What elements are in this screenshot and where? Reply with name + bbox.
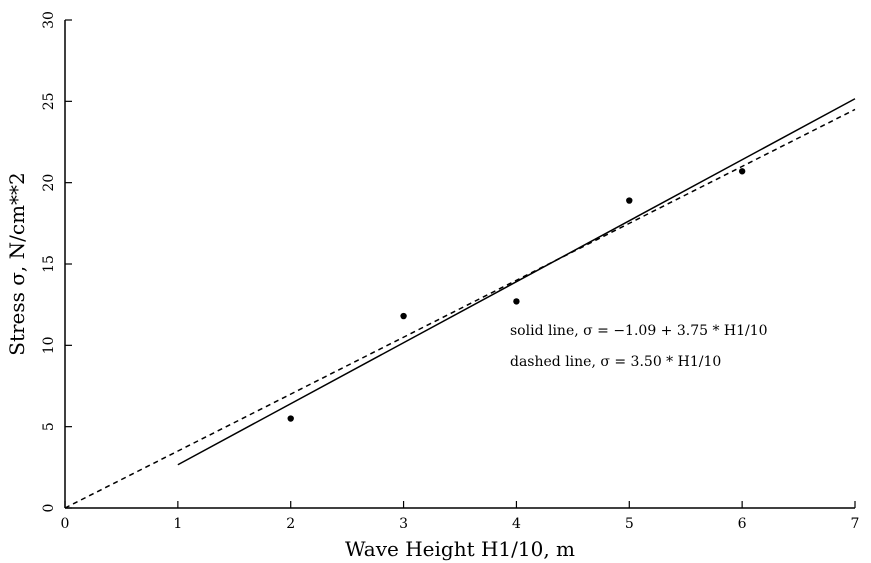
y-tick-label: 5 xyxy=(41,422,57,431)
x-tick-label: 5 xyxy=(625,516,634,532)
fit-lines xyxy=(64,98,856,509)
dashed-line-equation: dashed line, σ = 3.50 * H1/10 xyxy=(510,354,721,370)
y-tick-label: 20 xyxy=(41,174,57,192)
solid-fit-line xyxy=(177,98,856,466)
data-point xyxy=(513,298,520,305)
x-tick-label: 3 xyxy=(399,516,408,532)
x-axis-title: Wave Height H1/10, m xyxy=(345,537,575,561)
data-point xyxy=(626,197,633,204)
x-axis-ticks: 0 1 2 3 4 5 6 7 xyxy=(61,501,860,532)
y-axis-title: Stress σ, N/cm**2 xyxy=(5,172,29,356)
plot-frame xyxy=(64,20,855,509)
x-tick-label: 7 xyxy=(851,516,860,532)
y-tick-label: 30 xyxy=(41,11,57,29)
data-points xyxy=(287,168,746,422)
x-tick-label: 6 xyxy=(738,516,747,532)
y-tick-label: 10 xyxy=(41,336,57,354)
data-point xyxy=(400,312,407,320)
y-tick-label: 0 xyxy=(41,504,57,513)
dashed-fit-line xyxy=(64,108,856,509)
x-tick-label: 1 xyxy=(173,516,182,532)
y-axis-ticks: 0 5 10 15 20 25 30 xyxy=(41,11,72,512)
y-tick-label: 25 xyxy=(41,92,57,110)
y-tick-label: 15 xyxy=(41,255,57,273)
data-point xyxy=(287,415,294,422)
solid-line-equation: solid line, σ = −1.09 + 3.75 * H1/10 xyxy=(510,323,768,339)
data-point xyxy=(738,168,746,175)
x-tick-label: 2 xyxy=(286,516,295,532)
x-tick-label: 0 xyxy=(61,516,70,532)
x-tick-label: 4 xyxy=(512,516,521,532)
